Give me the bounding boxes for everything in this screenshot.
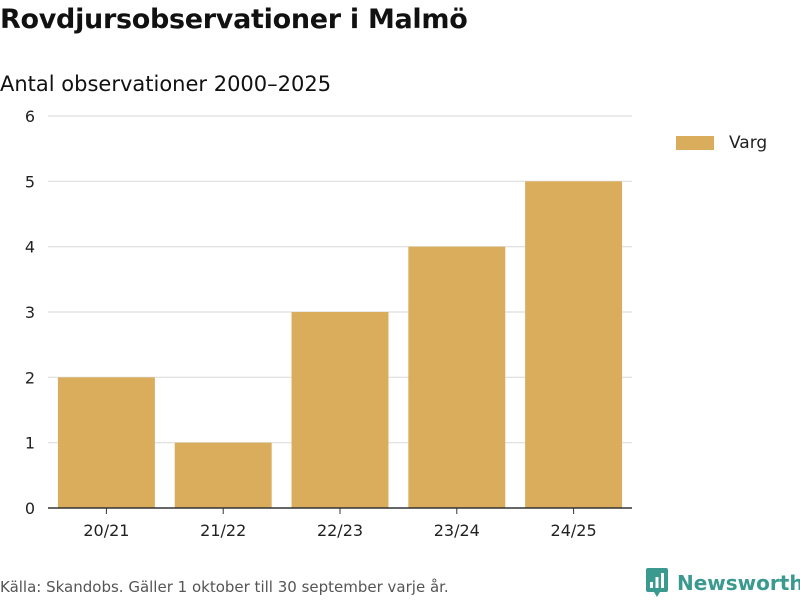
bar-chart: 0 1 2 3 4 5 6 20/21 21/22 22/23 23/24 24/25 — [25, 107, 632, 540]
bar-21-22 — [174, 442, 272, 508]
y-tick-label: 4 — [25, 238, 35, 257]
y-tick-label: 5 — [25, 172, 35, 191]
brand-logo: Newsworthy — [645, 568, 800, 598]
chart-title: Rovdjursobservationer i Malmö — [0, 4, 468, 35]
bars — [57, 181, 623, 509]
x-axis-ticks: 20/21 21/22 22/23 23/24 24/25 — [83, 508, 597, 540]
y-tick-label: 0 — [25, 499, 35, 518]
brand-name: Newsworthy — [677, 571, 800, 595]
legend-label-varg: Varg — [729, 133, 768, 153]
legend: Varg — [676, 133, 767, 153]
bar-23-24 — [408, 246, 506, 508]
legend-swatch-varg — [676, 136, 714, 150]
bar-24-25 — [525, 181, 623, 509]
x-tick-label: 24/25 — [551, 521, 597, 540]
newsworthy-logo-icon — [646, 568, 668, 597]
x-tick-label: 20/21 — [83, 521, 129, 540]
y-tick-label: 3 — [25, 303, 35, 322]
bar-22-23 — [291, 312, 389, 508]
bar-20-21 — [57, 377, 155, 508]
y-axis-ticks: 0 1 2 3 4 5 6 — [25, 107, 35, 518]
chart-subtitle: Antal observationer 2000–2025 — [0, 72, 332, 96]
x-tick-label: 21/22 — [200, 521, 246, 540]
y-tick-label: 1 — [25, 434, 35, 453]
x-tick-label: 22/23 — [317, 521, 363, 540]
x-tick-label: 23/24 — [434, 521, 480, 540]
y-tick-label: 2 — [25, 368, 35, 387]
y-tick-label: 6 — [25, 107, 35, 126]
source-note: Källa: Skandobs. Gäller 1 oktober till 3… — [0, 578, 449, 596]
